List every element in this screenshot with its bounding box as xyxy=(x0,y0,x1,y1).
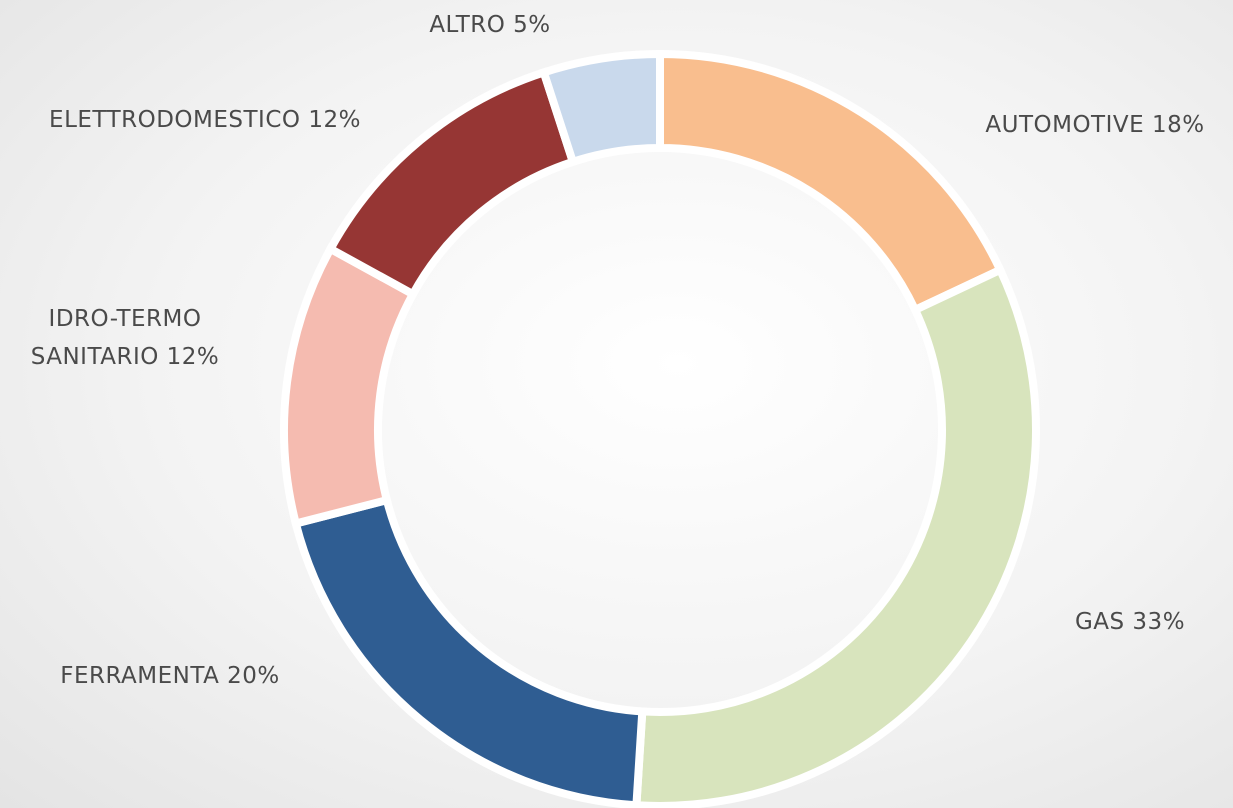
donut-segment xyxy=(636,270,1036,806)
segment-label: AUTOMOTIVE 18% xyxy=(945,106,1233,144)
category-name: AUTOMOTIVE xyxy=(985,112,1144,138)
segment-label: GAS 33% xyxy=(1030,603,1230,641)
category-name: ALTRO xyxy=(429,12,505,38)
category-name: FERRAMENTA xyxy=(60,663,219,689)
segment-label: FERRAMENTA 20% xyxy=(10,657,330,695)
segment-label: ALTRO 5% xyxy=(390,6,590,44)
donut-segment xyxy=(296,500,642,805)
page: (() => { const data = JSON.parse(documen… xyxy=(0,0,1233,808)
category-name: GAS xyxy=(1075,609,1125,635)
value-label: 5% xyxy=(513,12,551,38)
value-label: 18% xyxy=(1152,112,1205,138)
value-label: 20% xyxy=(227,663,280,689)
donut-segment xyxy=(284,249,413,524)
value-label: 33% xyxy=(1132,609,1185,635)
value-label: 12% xyxy=(308,107,361,133)
segment-label: IDRO-TERMO SANITARIO 12% xyxy=(5,300,245,376)
donut-segment xyxy=(660,54,1000,310)
segment-label: ELETTRODOMESTICO 12% xyxy=(40,101,370,139)
value-label: 12% xyxy=(167,344,220,370)
category-name: ELETTRODOMESTICO xyxy=(49,107,300,133)
